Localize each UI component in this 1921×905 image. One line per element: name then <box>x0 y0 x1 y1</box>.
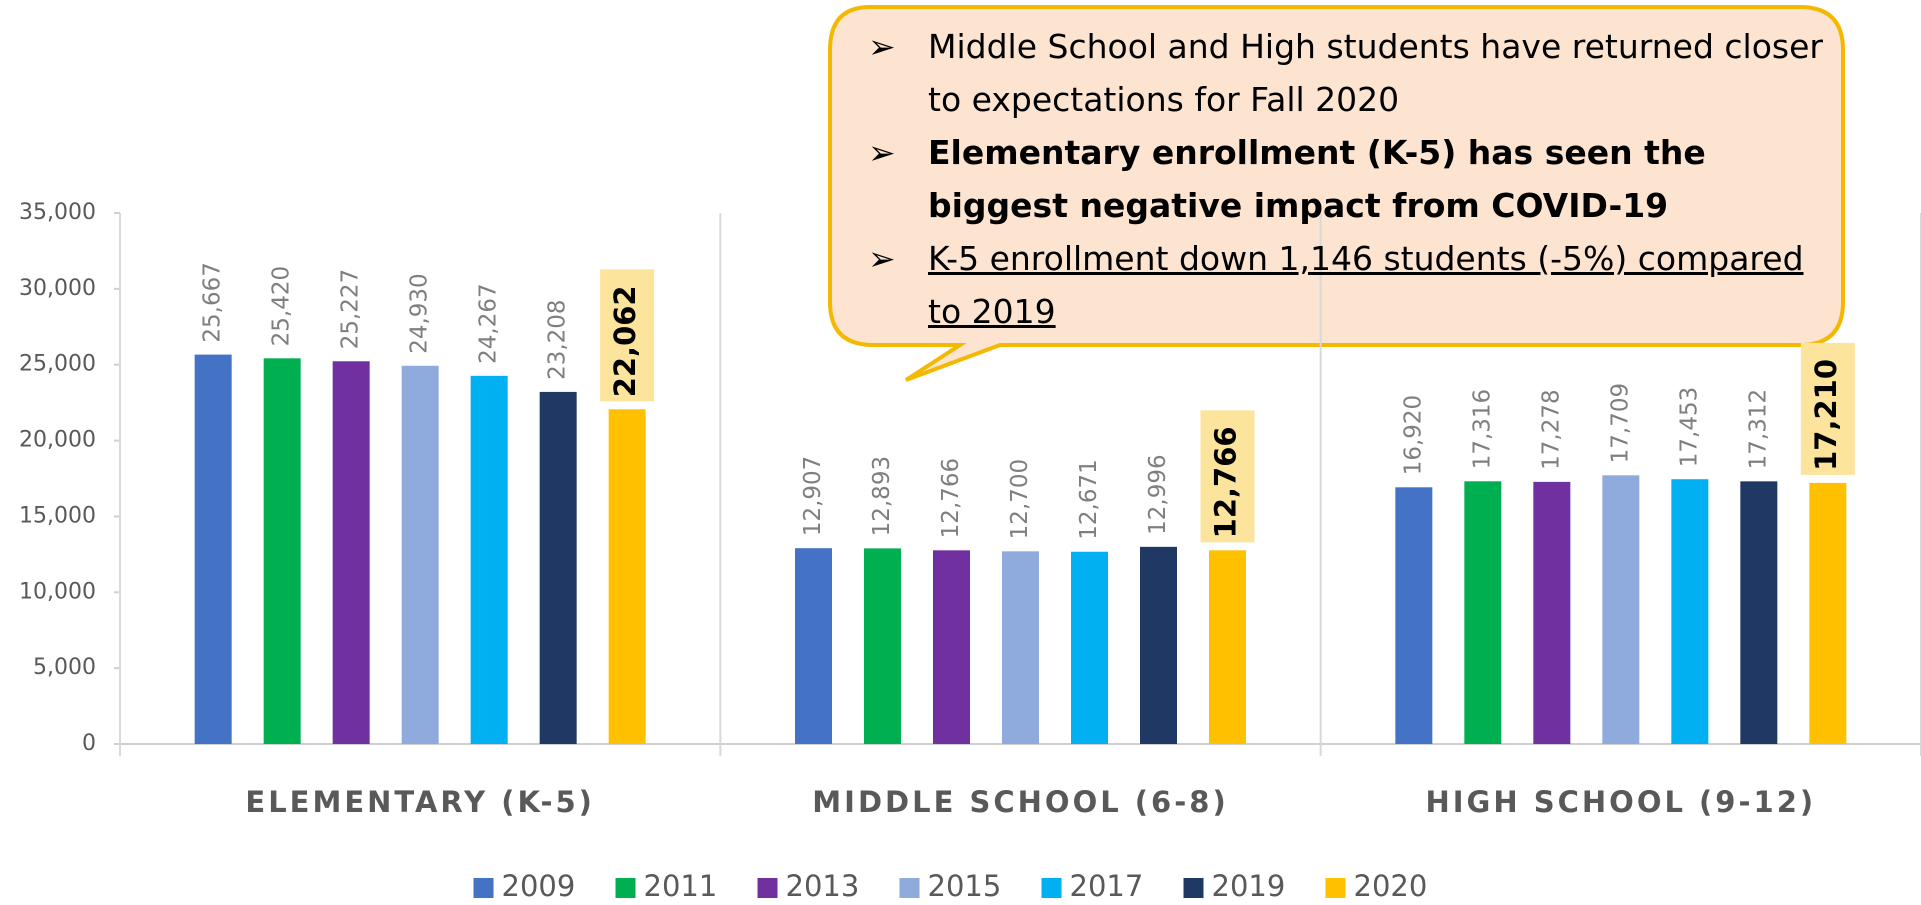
value-label: 12,996 <box>1145 454 1171 534</box>
y-tick-label: 10,000 <box>19 579 96 604</box>
x-tick-label: ELEMENTARY (K-5) <box>245 785 595 819</box>
callout-item: Elementary enrollment (K-5) has seen the… <box>868 126 1828 232</box>
value-label-highlight <box>600 269 655 402</box>
value-label: 24,930 <box>407 273 433 353</box>
legend-label: 2011 <box>644 869 718 903</box>
bar <box>1533 481 1571 744</box>
y-tick-label: 35,000 <box>19 200 96 225</box>
y-tick-label: 25,000 <box>19 352 96 377</box>
plot: 0 5,000 10,000 15,000 20,000 25,000 30,000 35,0… <box>19 200 1921 903</box>
value-label: 17,709 <box>1607 383 1633 463</box>
value-label: 17,210 <box>1809 359 1843 471</box>
bar <box>1602 475 1640 744</box>
legend-label: 2020 <box>1354 869 1428 903</box>
legend-swatch <box>1041 878 1062 898</box>
bar <box>1809 482 1847 744</box>
bar <box>933 550 970 744</box>
y-tick-label: 30,000 <box>19 276 96 301</box>
value-label: 12,671 <box>1076 459 1102 539</box>
callout-item: K-5 enrollment down 1,146 students (-5%)… <box>868 232 1828 338</box>
bar <box>608 409 646 744</box>
value-label: 16,920 <box>1400 395 1426 475</box>
value-label: 24,267 <box>476 283 502 363</box>
bar <box>470 375 508 744</box>
value-label-highlight <box>1200 410 1255 543</box>
legend-swatch <box>615 878 636 898</box>
value-label: 12,907 <box>800 456 826 536</box>
bar <box>1671 479 1709 744</box>
bar <box>1140 546 1177 744</box>
value-label: 12,766 <box>938 458 964 538</box>
legend-label: 2009 <box>502 869 576 903</box>
value-label: 12,766 <box>1209 426 1243 538</box>
x-tick-label: MIDDLE SCHOOL (6-8) <box>812 785 1228 819</box>
bar <box>401 365 439 744</box>
bar <box>1002 551 1039 744</box>
y-tick-label: 5,000 <box>33 655 96 680</box>
x-tick-label: HIGH SCHOOL (9-12) <box>1426 785 1817 819</box>
bar <box>1464 481 1502 744</box>
callout-list: Middle School and High students have ret… <box>868 20 1828 338</box>
y-tick-label: 15,000 <box>19 503 96 528</box>
value-label: 17,312 <box>1745 389 1771 469</box>
legend-label: 2015 <box>928 869 1002 903</box>
legend-swatch <box>1325 878 1346 898</box>
value-label: 25,420 <box>269 266 295 346</box>
legend-label: 2019 <box>1212 869 1286 903</box>
legend-swatch <box>899 878 920 898</box>
value-label-highlight <box>1800 342 1855 475</box>
value-label: 25,227 <box>338 269 364 349</box>
legend-label: 2013 <box>786 869 860 903</box>
callout-text: Middle School and High students have ret… <box>868 20 1828 338</box>
legend-swatch <box>473 878 494 898</box>
bar <box>864 548 901 744</box>
value-label: 17,453 <box>1676 387 1702 467</box>
bar <box>332 361 370 744</box>
value-label: 25,667 <box>200 262 226 342</box>
bar <box>263 358 301 744</box>
value-label: 22,062 <box>608 285 642 397</box>
legend-swatch <box>1183 878 1204 898</box>
value-label: 17,278 <box>1538 389 1564 469</box>
bar <box>194 354 232 744</box>
bar <box>1071 551 1108 744</box>
value-label: 12,893 <box>869 456 895 536</box>
bar <box>1209 550 1246 744</box>
value-label: 12,700 <box>1007 459 1033 539</box>
value-label: 23,208 <box>545 299 571 379</box>
bar <box>795 548 832 744</box>
value-label: 17,316 <box>1469 389 1495 469</box>
y-tick-label: 20,000 <box>19 428 96 453</box>
legend-label: 2017 <box>1070 869 1144 903</box>
bar <box>1740 481 1778 744</box>
callout-item: Middle School and High students have ret… <box>868 20 1828 126</box>
y-tick-label: 0 <box>82 731 96 756</box>
bar <box>1395 487 1433 744</box>
bar <box>539 391 577 744</box>
legend-swatch <box>757 878 778 898</box>
